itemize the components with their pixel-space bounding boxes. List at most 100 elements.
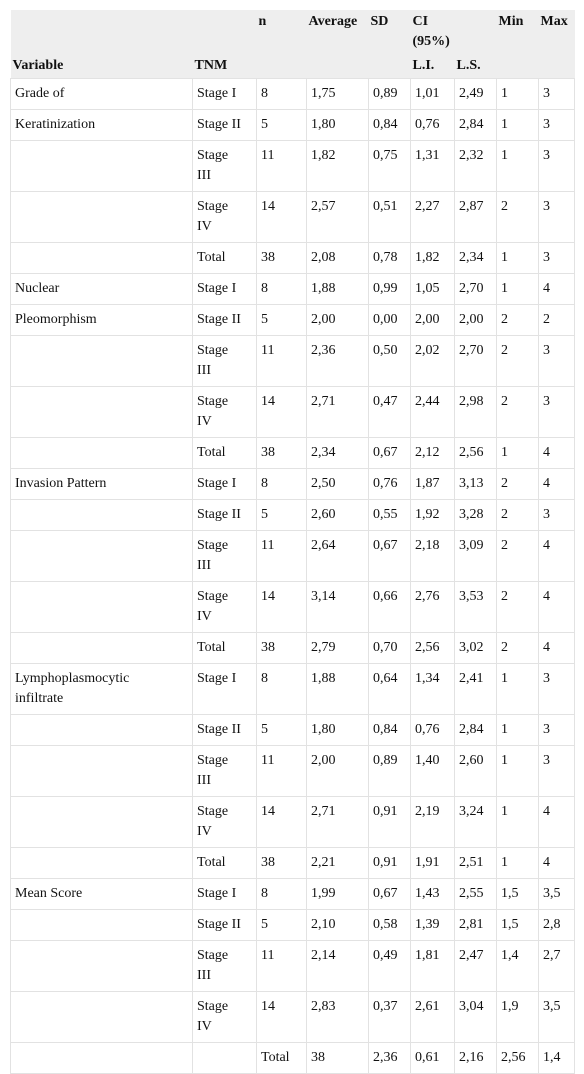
table-cell: 2,57	[306, 191, 369, 243]
table-cell: 2,14	[306, 940, 369, 992]
table-cell: 0,47	[368, 386, 411, 438]
table-row: Stage II 5 1,80 0,84 0,76 2,84 1 3	[10, 714, 575, 746]
table-cell: Total	[256, 1042, 307, 1074]
table-cell	[10, 991, 193, 1043]
table-cell: 1,05	[410, 273, 455, 305]
table-cell: 0,49	[368, 940, 411, 992]
table-cell: 1,92	[410, 499, 455, 531]
table-cell: 2,8	[538, 909, 575, 941]
table-cell: 1,4	[538, 1042, 575, 1074]
table-cell: 8	[256, 273, 307, 305]
table-row: Stage IV 14 2,83 0,37 2,61 3,04 1,9 3,5	[10, 991, 575, 1043]
table-cell: 1,39	[410, 909, 455, 941]
table-cell: 2,83	[306, 991, 369, 1043]
table-cell: 1,40	[410, 745, 455, 797]
table-cell: 0,75	[368, 140, 411, 192]
table-cell: 4	[538, 632, 575, 664]
table-cell: n	[256, 10, 307, 54]
table-row: Grade of Stage I 8 1,75 0,89 1,01 2,49 1 3	[10, 78, 575, 110]
table-cell: 5	[256, 714, 307, 746]
table-cell: 3,24	[454, 796, 497, 848]
table-cell: 8	[256, 878, 307, 910]
table-cell: 14	[256, 386, 307, 438]
table-cell: 2	[538, 304, 575, 336]
table-row: Total 38 2,79 0,70 2,56 3,02 2 4	[10, 632, 575, 664]
table-cell: 3,13	[454, 468, 497, 500]
table-cell	[10, 714, 193, 746]
table-cell: 0,50	[368, 335, 411, 387]
table-cell: 1,99	[306, 878, 369, 910]
table-cell: 0,66	[368, 581, 411, 633]
table-cell: 4	[538, 847, 575, 879]
table-cell	[10, 140, 193, 192]
table-cell: 2,16	[454, 1042, 497, 1074]
table-cell: 14	[256, 991, 307, 1043]
table-row: Pleomorphism Stage II 5 2,00 0,00 2,00 2,00 2 2	[10, 304, 575, 336]
table-cell	[10, 909, 193, 941]
table-cell: Stage I	[192, 273, 257, 305]
table-cell	[192, 1042, 257, 1074]
table-cell: 0,76	[410, 714, 455, 746]
table-cell	[256, 54, 307, 79]
table-cell: 3	[538, 663, 575, 715]
table-cell: 1,5	[496, 909, 539, 941]
table-cell: 2,27	[410, 191, 455, 243]
table-cell: 3	[538, 109, 575, 141]
table-cell: Total	[192, 242, 257, 274]
table-cell: 2,87	[454, 191, 497, 243]
table-cell: 2,32	[454, 140, 497, 192]
table-cell: 2,19	[410, 796, 455, 848]
table-cell: Min	[496, 10, 539, 54]
table-cell: 1,01	[410, 78, 455, 110]
table-cell	[10, 796, 193, 848]
table-cell: Stage IV	[192, 191, 257, 243]
table-cell: 2,44	[410, 386, 455, 438]
table-cell: Mean Score	[10, 878, 193, 910]
table-cell: Stage III	[192, 335, 257, 387]
table-cell: 2,12	[410, 437, 455, 469]
table-cell: 2,7	[538, 940, 575, 992]
table-row: Stage II 5 2,60 0,55 1,92 3,28 2 3	[10, 499, 575, 531]
table-cell: Variable	[10, 54, 193, 79]
table-cell: 1,80	[306, 714, 369, 746]
table-cell: 2,02	[410, 335, 455, 387]
table-cell: 1,80	[306, 109, 369, 141]
table-cell: Grade of	[10, 78, 193, 110]
table-cell: 2,60	[454, 745, 497, 797]
table-cell: Stage III	[192, 530, 257, 582]
table-cell: Stage I	[192, 468, 257, 500]
table-cell: 3	[538, 335, 575, 387]
table-cell: 1	[496, 663, 539, 715]
table-cell: 2,81	[454, 909, 497, 941]
table-cell: 2,56	[410, 632, 455, 664]
table-cell: 38	[256, 847, 307, 879]
table-cell: 3	[538, 745, 575, 797]
table-cell: TNM	[192, 54, 257, 79]
table-cell: 0,91	[368, 847, 411, 879]
table-cell: 38	[256, 632, 307, 664]
table-cell: 1,82	[306, 140, 369, 192]
table-cell: 4	[538, 273, 575, 305]
table-cell	[10, 940, 193, 992]
table-cell: 38	[306, 1042, 369, 1074]
table-cell: CI (95%)	[410, 10, 455, 54]
table-cell: 3,02	[454, 632, 497, 664]
table-cell: Stage I	[192, 878, 257, 910]
table-cell: 0,76	[368, 468, 411, 500]
table-cell: Nuclear	[10, 273, 193, 305]
table-cell: 0,67	[368, 530, 411, 582]
table-row: Total 38 2,08 0,78 1,82 2,34 1 3	[10, 242, 575, 274]
table-cell: 5	[256, 499, 307, 531]
table-cell: Stage III	[192, 140, 257, 192]
table-cell	[10, 530, 193, 582]
table-cell: 3	[538, 191, 575, 243]
table-cell: 8	[256, 78, 307, 110]
table-cell: 8	[256, 663, 307, 715]
table-row: Lymphoplasmocytic infiltrate Stage I 8 1,88…	[10, 663, 575, 715]
table-cell	[10, 499, 193, 531]
table-cell	[538, 54, 575, 79]
table-cell: 1	[496, 109, 539, 141]
table-cell: 2,98	[454, 386, 497, 438]
table-cell: 5	[256, 304, 307, 336]
